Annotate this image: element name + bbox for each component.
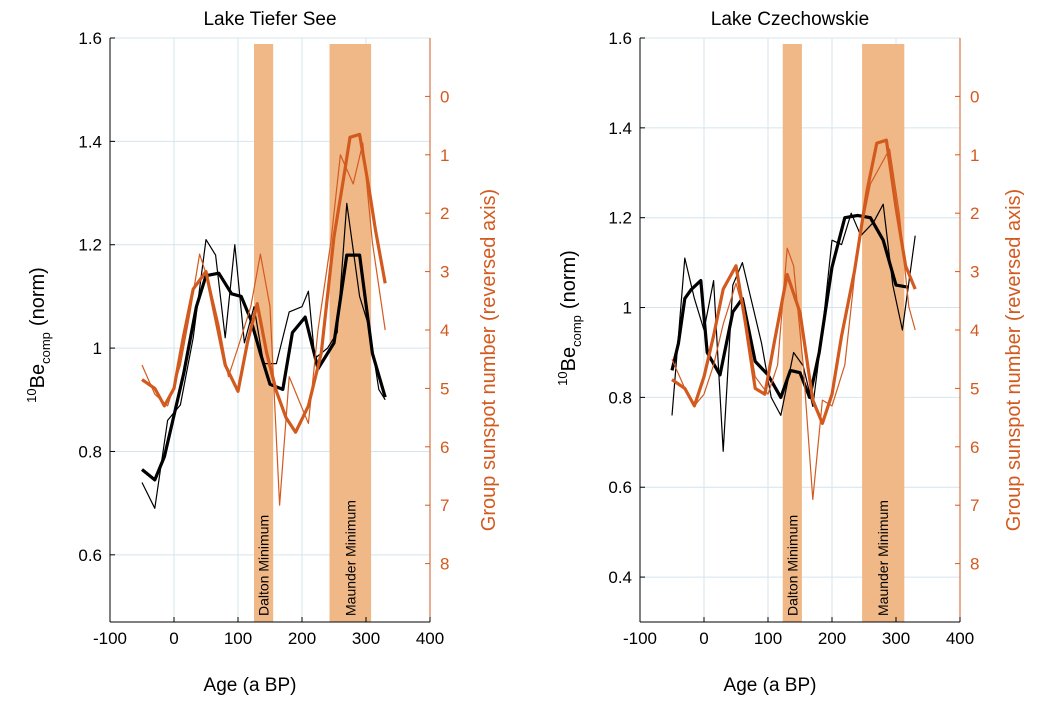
y-right-tick-label: 4 (440, 321, 449, 340)
band-dalton (782, 44, 802, 622)
x-axis-label: Age (a BP) (724, 675, 817, 696)
y-axis-label-right: Group sunspot number (reversed axis) (478, 189, 500, 531)
y-tick-label: 1 (93, 339, 102, 358)
sunspot-series-thick (671, 138, 917, 425)
y-right-tick-label: 6 (440, 438, 449, 457)
y-right-tick-label: 1 (970, 146, 979, 165)
band-label: Dalton Minimum (784, 515, 800, 616)
y-right-tick-label: 5 (970, 379, 979, 398)
x-tick-label: 300 (352, 629, 380, 648)
y-right-tick-label: 3 (970, 263, 979, 282)
x-tick-label: 0 (699, 629, 708, 648)
y-tick-label: 1.6 (608, 29, 632, 48)
y-tick-label: 0.8 (78, 442, 102, 461)
x-tick-label: 0 (169, 629, 178, 648)
sunspot-series-thin (141, 142, 386, 506)
x-axis-label: Age (a BP) (204, 675, 297, 696)
y-right-tick-label: 2 (970, 204, 979, 223)
y-tick-label: 0.6 (78, 546, 102, 565)
y-right-tick-label: 2 (440, 204, 449, 223)
y-right-tick-label: 6 (970, 438, 979, 457)
panel-title: Lake Czechowskie (711, 9, 869, 30)
y-tick-label: 1.2 (608, 209, 632, 228)
x-tick-label: 400 (416, 629, 444, 648)
y-tick-label: 1.4 (608, 119, 632, 138)
x-tick-label: 300 (882, 629, 910, 648)
y-axis-label-left: 10Becomp(norm) (24, 267, 53, 403)
x-tick-label: 100 (754, 629, 782, 648)
y-right-tick-label: 7 (970, 496, 979, 515)
sunspot-series-thin (671, 148, 916, 500)
panel-title: Lake Tiefer See (203, 9, 336, 30)
y-tick-label: 0.8 (608, 388, 632, 407)
y-right-tick-label: 7 (440, 496, 449, 515)
x-tick-label: 200 (818, 629, 846, 648)
x-tick-label: 400 (946, 629, 974, 648)
x-tick-label: -100 (93, 629, 127, 648)
band-label: Maunder Minimum (342, 500, 358, 616)
y-right-tick-label: 0 (970, 87, 979, 106)
x-tick-label: 100 (224, 629, 252, 648)
y-right-tick-label: 1 (440, 146, 449, 165)
be10-series-thick (140, 253, 387, 482)
y-axis-label-left: 10Becomp(norm) (555, 250, 584, 386)
y-tick-label: 1 (623, 299, 632, 318)
y-right-tick-label: 8 (970, 555, 979, 574)
y-right-tick-label: 0 (440, 87, 449, 106)
tiefer-see-panel: Lake Tiefer See Dalton Minimum Maunder Mi… (24, 9, 500, 696)
czechowskie-panel: Lake Czechowskie Dalton Minimum Maunder M… (555, 9, 1025, 696)
y-axis-label-right: Group sunspot number (reversed axis) (1003, 189, 1025, 531)
y-right-tick-label: 5 (440, 379, 449, 398)
y-tick-label: 0.4 (608, 568, 632, 587)
band-label: Dalton Minimum (256, 515, 272, 616)
y-tick-label: 0.6 (608, 478, 632, 497)
x-tick-label: 200 (288, 629, 316, 648)
sunspot-series-thick (141, 132, 387, 434)
y-right-tick-label: 8 (440, 555, 449, 574)
y-tick-label: 1.6 (78, 29, 102, 48)
y-tick-label: 1.4 (78, 132, 102, 151)
x-tick-label: -100 (623, 629, 657, 648)
band-label: Maunder Minimum (875, 500, 891, 616)
y-right-tick-label: 3 (440, 263, 449, 282)
y-tick-label: 1.2 (78, 236, 102, 255)
y-right-tick-label: 4 (970, 321, 979, 340)
